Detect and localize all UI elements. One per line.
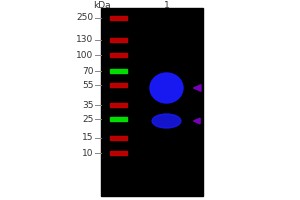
Bar bbox=[110, 16, 127, 20]
Text: 250: 250 bbox=[76, 14, 94, 22]
Text: 25: 25 bbox=[82, 114, 94, 123]
Bar bbox=[110, 151, 127, 155]
Text: kDa: kDa bbox=[93, 0, 111, 9]
Bar bbox=[110, 136, 127, 140]
Ellipse shape bbox=[152, 114, 181, 128]
Bar bbox=[110, 38, 127, 42]
Bar bbox=[110, 117, 127, 121]
Text: 1: 1 bbox=[164, 0, 169, 9]
Text: 10: 10 bbox=[82, 148, 94, 158]
Text: 100: 100 bbox=[76, 50, 94, 60]
Ellipse shape bbox=[150, 73, 183, 103]
Text: 35: 35 bbox=[82, 100, 94, 110]
Bar bbox=[110, 103, 127, 107]
Text: 55: 55 bbox=[82, 80, 94, 90]
Text: 15: 15 bbox=[82, 134, 94, 142]
Polygon shape bbox=[194, 118, 200, 124]
Text: 70: 70 bbox=[82, 66, 94, 75]
Bar bbox=[100, 8, 202, 196]
Bar bbox=[110, 69, 127, 73]
Polygon shape bbox=[194, 85, 201, 91]
Bar bbox=[110, 53, 127, 57]
Bar bbox=[110, 83, 127, 87]
Text: 130: 130 bbox=[76, 36, 94, 45]
